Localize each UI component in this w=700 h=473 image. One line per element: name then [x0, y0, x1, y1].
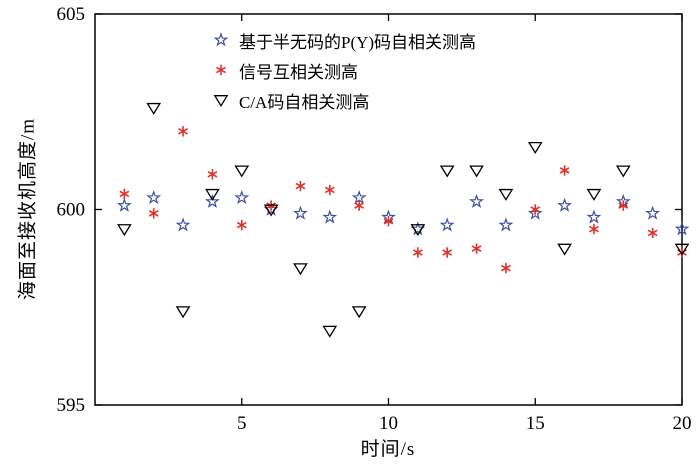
legend-marker-glyph	[216, 64, 226, 76]
data-point-triangle	[469, 165, 484, 178]
data-point-star	[645, 205, 661, 220]
legend-marker-glyph	[213, 32, 229, 47]
x-tick-label: 20	[673, 413, 692, 434]
data-point-triangle	[322, 325, 338, 338]
data-point-star	[146, 189, 162, 205]
x-tick-label: 10	[379, 413, 398, 434]
data-point-triangle	[439, 165, 455, 178]
legend: 基于半无码的P(Y)码自相关测高 信号互相关测高 C/A码自相关测高	[210, 26, 476, 114]
data-point-star	[204, 193, 220, 209]
legend-item: 信号互相关测高	[210, 56, 476, 84]
data-point-star	[234, 189, 250, 205]
data-point-star	[439, 217, 455, 232]
legend-marker-asterisk-icon	[210, 60, 232, 80]
legend-item: 基于半无码的P(Y)码自相关测高	[210, 26, 476, 54]
x-tick-label: 5	[237, 413, 247, 434]
data-point-star	[586, 209, 602, 224]
data-point-star	[557, 197, 573, 212]
y-tick-label: 605	[57, 4, 86, 25]
data-point-triangle	[234, 165, 250, 178]
data-point-star	[469, 193, 485, 209]
data-point-star	[674, 221, 690, 236]
data-point-triangle	[175, 306, 191, 319]
data-point-asterisk	[119, 190, 130, 198]
legend-marker-star-icon	[210, 30, 232, 50]
data-point-asterisk	[618, 202, 629, 209]
data-point-asterisk	[383, 217, 394, 225]
data-point-asterisk	[677, 249, 687, 256]
data-point-asterisk	[324, 186, 335, 194]
legend-label: C/A码自相关测高	[239, 92, 370, 112]
data-point-asterisk	[530, 206, 541, 213]
legend-label: 信号互相关测高	[239, 62, 358, 82]
data-point-asterisk	[559, 167, 570, 174]
data-point-asterisk	[471, 245, 482, 252]
data-point-triangle	[410, 224, 426, 237]
y-axis-label: 海面至接收机高度/m	[17, 117, 39, 301]
data-point-triangle	[263, 204, 279, 217]
data-point-asterisk	[178, 128, 188, 135]
data-point-triangle	[498, 188, 514, 201]
data-point-triangle	[586, 188, 602, 201]
data-point-star	[175, 217, 191, 232]
y-tick-label: 595	[57, 395, 86, 416]
data-point-asterisk	[500, 264, 511, 272]
data-point-asterisk	[412, 249, 423, 256]
data-point-star	[213, 32, 229, 47]
legend-marker-triangle-icon	[210, 90, 232, 110]
data-point-triangle	[351, 306, 367, 319]
data-point-triangle	[557, 243, 572, 256]
data-point-asterisk	[148, 210, 159, 217]
data-point-asterisk	[647, 229, 658, 237]
data-point-asterisk	[216, 66, 226, 74]
data-point-triangle	[213, 95, 229, 108]
x-axis-label: 时间/s	[360, 439, 416, 460]
data-point-triangle	[116, 224, 132, 237]
data-point-triangle	[527, 141, 543, 154]
data-point-asterisk	[354, 202, 365, 209]
data-point-star	[322, 209, 338, 224]
legend-marker-glyph	[213, 95, 229, 108]
legend-label: 基于半无码的P(Y)码自相关测高	[239, 32, 477, 52]
data-point-asterisk	[207, 171, 218, 178]
data-point-star	[498, 217, 514, 232]
data-point-triangle	[293, 263, 308, 276]
x-tick-label: 15	[526, 413, 545, 434]
y-tick-label: 600	[57, 200, 86, 221]
data-point-star	[292, 205, 308, 220]
data-point-triangle	[674, 243, 690, 256]
data-point-triangle	[615, 165, 631, 178]
data-point-triangle	[205, 188, 220, 201]
data-point-star	[116, 197, 132, 212]
data-point-asterisk	[442, 249, 453, 256]
data-point-star	[351, 189, 367, 205]
data-point-asterisk	[589, 225, 599, 233]
legend-item: C/A码自相关测高	[210, 86, 476, 114]
data-point-triangle	[146, 102, 162, 115]
data-point-asterisk	[295, 182, 306, 190]
data-point-asterisk	[236, 221, 247, 229]
